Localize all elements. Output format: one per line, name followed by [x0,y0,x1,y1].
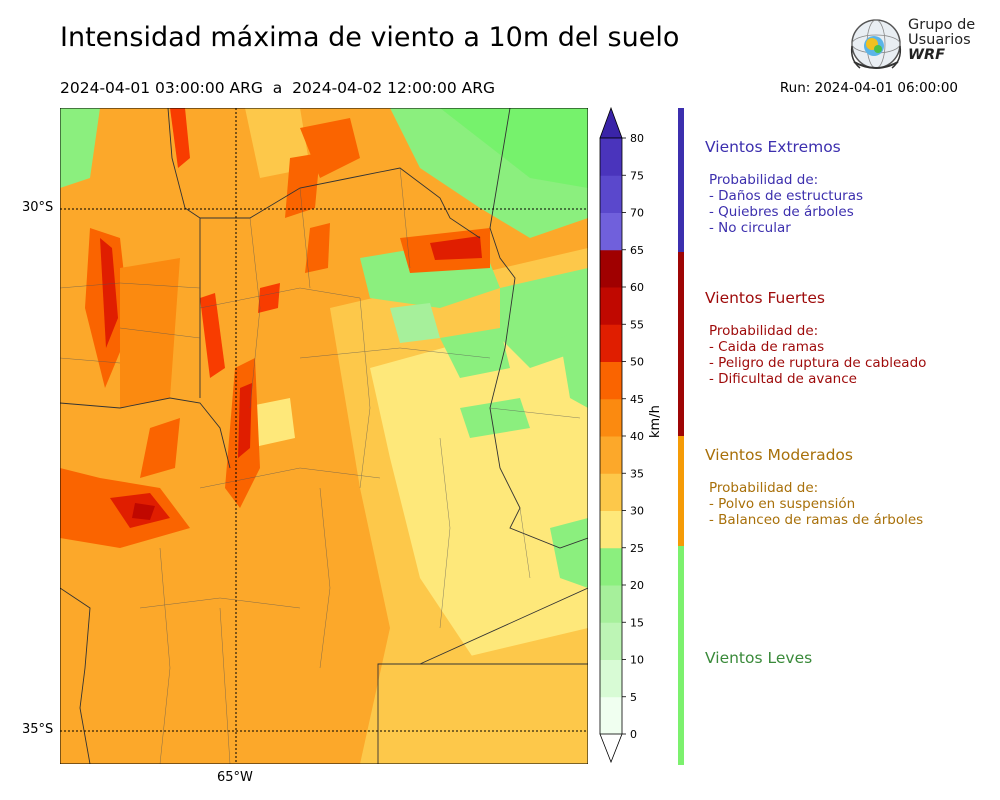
category-line: - No circular [709,220,791,236]
category-line: - Balanceo de ramas de árboles [709,512,924,528]
colorbar-segment [600,212,622,251]
colorbar: 0 5 10 15 20 25 30 35 40 45 50 55 60 65 70 75 80 [599,106,644,764]
lon-label-65w: 65°W [217,770,253,785]
colorbar-segment [600,622,622,660]
logo-line-3: WRF [908,47,946,63]
colorbar-min-arrow [599,733,623,764]
category-bar-extremos [678,108,684,252]
colorbar-tick-label: 80 [630,132,644,145]
colorbar-tick-label: 15 [630,616,644,629]
category-bar-fuertes [678,252,684,436]
logo-line-2: Usuarios [908,32,971,48]
colorbar-tick-label: 25 [630,542,644,555]
category-line: Probabilidad de: [709,323,819,339]
colorbar-segment [600,585,622,623]
category-title: Vientos Moderados [705,446,853,464]
category-title: Vientos Extremos [705,138,841,156]
colorbar-segment [600,249,622,288]
category-bar-leves [678,546,684,765]
category-moderados: Vientos Moderados Probabilidad de: - Pol… [705,446,923,528]
colorbar-tick-label: 60 [630,281,644,294]
category-extremos: Vientos Extremos Probabilidad de: - Daño… [705,138,863,236]
chart-title: Intensidad máxima de viento a 10m del su… [60,22,680,53]
colorbar-segment [600,659,622,698]
category-line: - Daños de estructuras [709,188,864,204]
colorbar-segment [600,696,622,735]
category-fuertes: Vientos Fuertes Probabilidad de: - Caida… [705,289,926,387]
colorbar-segment [600,361,622,400]
logo-line-1: Grupo de [908,17,976,33]
colorbar-segment [600,510,622,549]
colorbar-tick-label: 35 [630,467,644,480]
colorbar-segment [600,473,622,511]
lat-label-30s: 30°S [22,200,54,215]
colorbar-tick-label: 40 [630,430,644,443]
logo: Grupo de Usuarios WRF [848,16,978,72]
wind-map [60,108,588,764]
category-title: Vientos Fuertes [705,289,825,307]
category-title: Vientos Leves [705,649,813,667]
colorbar-tick-label: 0 [630,728,637,741]
colorbar-tick-label: 65 [630,244,644,257]
colorbar-unit-label: km/h [648,405,663,438]
category-line: Probabilidad de: [709,480,819,496]
colorbar-tick-label: 10 [630,654,644,667]
colorbar-segment [600,287,622,325]
category-line: - Peligro de ruptura de cableado [709,355,927,371]
category-line: - Polvo en suspensión [709,496,856,512]
colorbar-tick-label: 55 [630,318,644,331]
category-leves: Vientos Leves [705,649,812,667]
colorbar-tick-label: 45 [630,393,644,406]
colorbar-segment [600,324,622,362]
category-line: - Quiebres de árboles [709,204,854,220]
period-label: 2024-04-01 03:00:00 ARG a 2024-04-02 12:… [60,79,496,97]
colorbar-tick-label: 30 [630,505,644,518]
colorbar-segment [600,436,622,474]
colorbar-segment [600,138,622,176]
run-label: Run: 2024-04-01 06:00:00 [779,80,958,96]
colorbar-segment [600,547,622,586]
colorbar-max-arrow [599,106,623,139]
category-line: - Dificultad de avance [709,371,857,387]
category-line: - Caida de ramas [709,339,825,355]
colorbar-tick-label: 5 [630,691,637,704]
globe-logo-icon [850,19,902,69]
colorbar-segment [600,398,622,437]
colorbar-segment [600,175,622,213]
category-bar-moderados [678,436,684,546]
lat-label-35s: 35°S [22,722,54,737]
colorbar-tick-label: 50 [630,356,644,369]
category-line: Probabilidad de: [709,172,819,188]
colorbar-tick-label: 70 [630,207,644,220]
colorbar-tick-label: 20 [630,579,644,592]
colorbar-tick-label: 75 [630,169,644,182]
